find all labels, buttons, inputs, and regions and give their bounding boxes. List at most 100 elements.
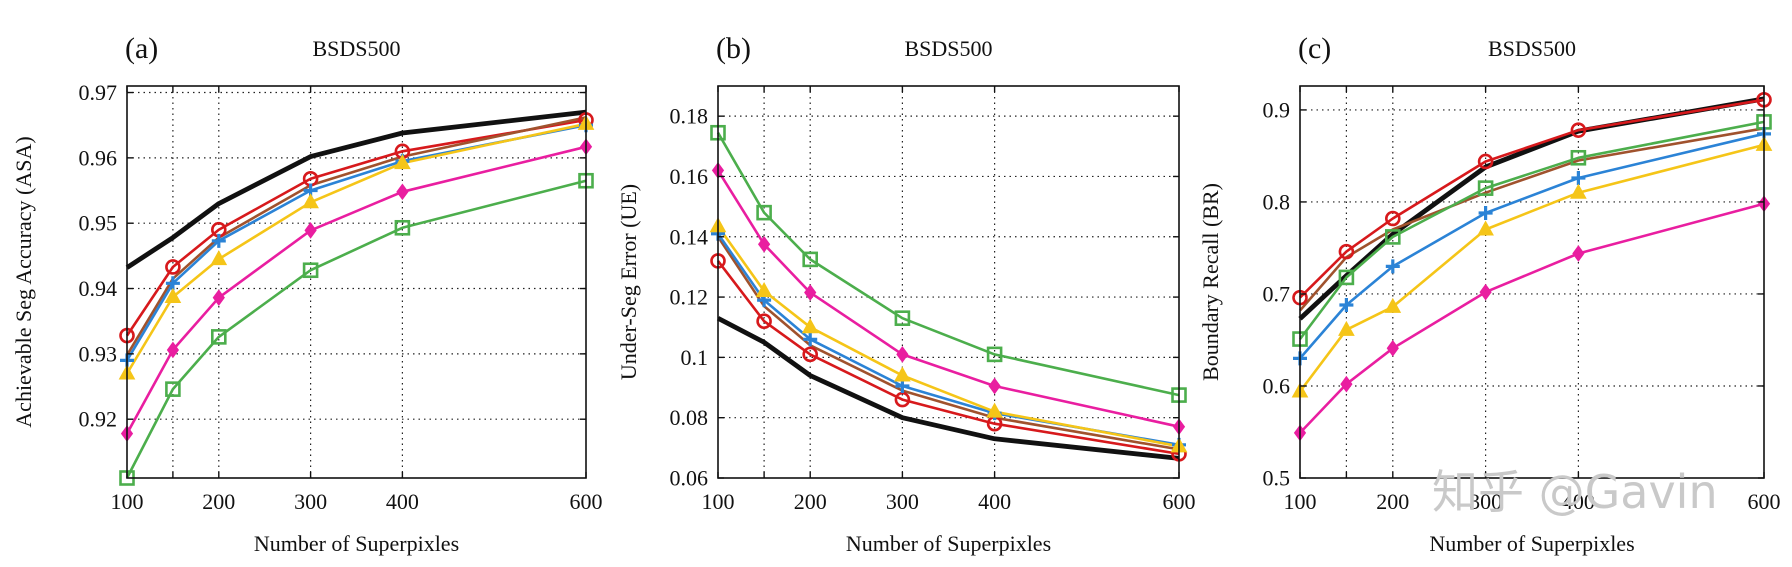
- data-point-yellow: [1384, 297, 1402, 313]
- data-point-yellow: [801, 318, 819, 334]
- data-point-blue: [1571, 171, 1586, 186]
- series-line-brown: [716, 236, 1180, 451]
- y-tick-label: 0.6: [1263, 373, 1291, 398]
- data-point-magenta: [1386, 339, 1399, 357]
- y-tick-label: 0.94: [79, 276, 118, 301]
- axes-frame: [126, 85, 587, 479]
- x-tick-label: 200: [202, 489, 235, 514]
- data-point-red: [1570, 122, 1587, 138]
- x-tick-label: 400: [978, 489, 1011, 514]
- series-line-black: [125, 109, 587, 270]
- series-line-blue: [1299, 132, 1765, 360]
- data-point-green: [165, 381, 181, 397]
- series-line-yellow: [1298, 143, 1765, 393]
- data-point-magenta: [1572, 245, 1585, 262]
- data-point-magenta: [304, 222, 317, 239]
- data-point-green: [756, 204, 772, 221]
- data-point-green: [211, 329, 227, 345]
- data-point-blue: [1385, 259, 1400, 274]
- data-point-green: [1570, 149, 1587, 166]
- data-point-green: [986, 346, 1003, 363]
- series-line-red: [125, 118, 587, 337]
- y-tick-label: 0.16: [670, 164, 709, 189]
- data-point-green: [302, 262, 319, 279]
- x-tick-label: 100: [1284, 489, 1317, 514]
- chart-title: BSDS500: [1488, 36, 1576, 61]
- y-tick-label: 0.1: [681, 345, 709, 370]
- y-tick-label: 0.92: [79, 407, 118, 432]
- data-point-green: [802, 251, 819, 268]
- x-tick-label: 600: [570, 489, 603, 514]
- data-point-magenta: [1479, 283, 1492, 301]
- data-point-red: [894, 391, 911, 408]
- y-tick-label: 0.5: [1263, 466, 1291, 491]
- data-point-magenta: [757, 235, 771, 253]
- series-line-magenta: [125, 145, 587, 435]
- data-point-magenta: [896, 346, 909, 363]
- watermark-text: 知乎 @Gavin: [1432, 465, 1718, 519]
- series-line-brown: [125, 116, 587, 356]
- data-point-magenta: [396, 183, 409, 201]
- x-tick-label: 300: [294, 489, 327, 514]
- data-point-blue: [1478, 205, 1493, 220]
- data-point-yellow: [210, 250, 228, 266]
- data-point-magenta: [212, 289, 225, 307]
- x-tick-label: 400: [1562, 489, 1595, 514]
- x-axis-label: Number of Superpixles: [846, 531, 1051, 556]
- series-line-magenta: [716, 169, 1180, 428]
- data-point-yellow: [164, 287, 182, 304]
- series-line-black: [716, 316, 1180, 461]
- data-point-red: [1338, 243, 1355, 260]
- y-tick-label: 0.96: [79, 145, 118, 170]
- data-point-red: [1477, 153, 1494, 170]
- series-line-green: [1298, 120, 1765, 340]
- y-tick-label: 0.7: [1263, 281, 1291, 306]
- y-axis-label: Under-Seg Error (UE): [616, 184, 641, 380]
- x-tick-label: 300: [886, 489, 919, 514]
- data-point-blue: [803, 332, 818, 347]
- y-tick-label: 0.06: [670, 466, 709, 491]
- data-point-yellow: [1338, 320, 1355, 336]
- x-axis-label: Number of Superpixles: [1429, 531, 1634, 556]
- data-point-green: [1338, 269, 1355, 286]
- y-tick-label: 0.08: [670, 405, 709, 430]
- data-point-magenta: [804, 284, 817, 301]
- y-tick-label: 0.9: [1263, 97, 1291, 122]
- x-tick-label: 400: [386, 489, 419, 514]
- data-point-yellow: [302, 193, 319, 209]
- panel-letter: (a): [125, 32, 158, 65]
- data-point-red: [1385, 210, 1401, 227]
- series-line-red: [1299, 98, 1765, 299]
- data-point-red: [165, 259, 181, 275]
- data-point-blue: [165, 276, 180, 291]
- x-tick-label: 600: [1163, 489, 1196, 514]
- data-point-yellow: [755, 282, 773, 298]
- panel-letter: (b): [716, 32, 751, 65]
- data-point-yellow: [894, 366, 911, 382]
- series-line-brown: [1299, 127, 1765, 312]
- data-point-yellow: [1570, 183, 1587, 199]
- y-tick-label: 0.18: [670, 104, 709, 129]
- data-point-yellow: [986, 402, 1003, 418]
- x-tick-label: 600: [1748, 489, 1781, 514]
- y-tick-label: 0.97: [79, 80, 118, 105]
- x-tick-label: 100: [111, 489, 144, 514]
- y-tick-label: 0.93: [79, 341, 118, 366]
- y-axis-label: Achievable Seg Accuracy (ASA): [11, 136, 36, 427]
- data-point-red: [802, 346, 819, 363]
- x-tick-label: 100: [702, 489, 735, 514]
- y-tick-label: 0.8: [1263, 189, 1291, 214]
- data-point-blue: [1339, 298, 1354, 313]
- panel-letter: (c): [1298, 32, 1331, 65]
- data-point-yellow: [1477, 220, 1494, 236]
- chart-title: BSDS500: [904, 36, 992, 61]
- panel-c: 100 200 300 400 600 0.5 0.6 0.7 0.8 0.9 (c) BSDS500…: [1198, 32, 1781, 556]
- series-line-blue: [125, 123, 587, 362]
- series-line-green: [716, 132, 1180, 397]
- x-tick-label: 200: [794, 489, 827, 514]
- axes-frame: [1299, 85, 1765, 479]
- x-tick-label: 300: [1469, 489, 1502, 514]
- axes-frame: [717, 85, 1180, 479]
- data-point-green: [1385, 229, 1401, 245]
- y-axis-label: Boundary Recall (BR): [1198, 183, 1223, 381]
